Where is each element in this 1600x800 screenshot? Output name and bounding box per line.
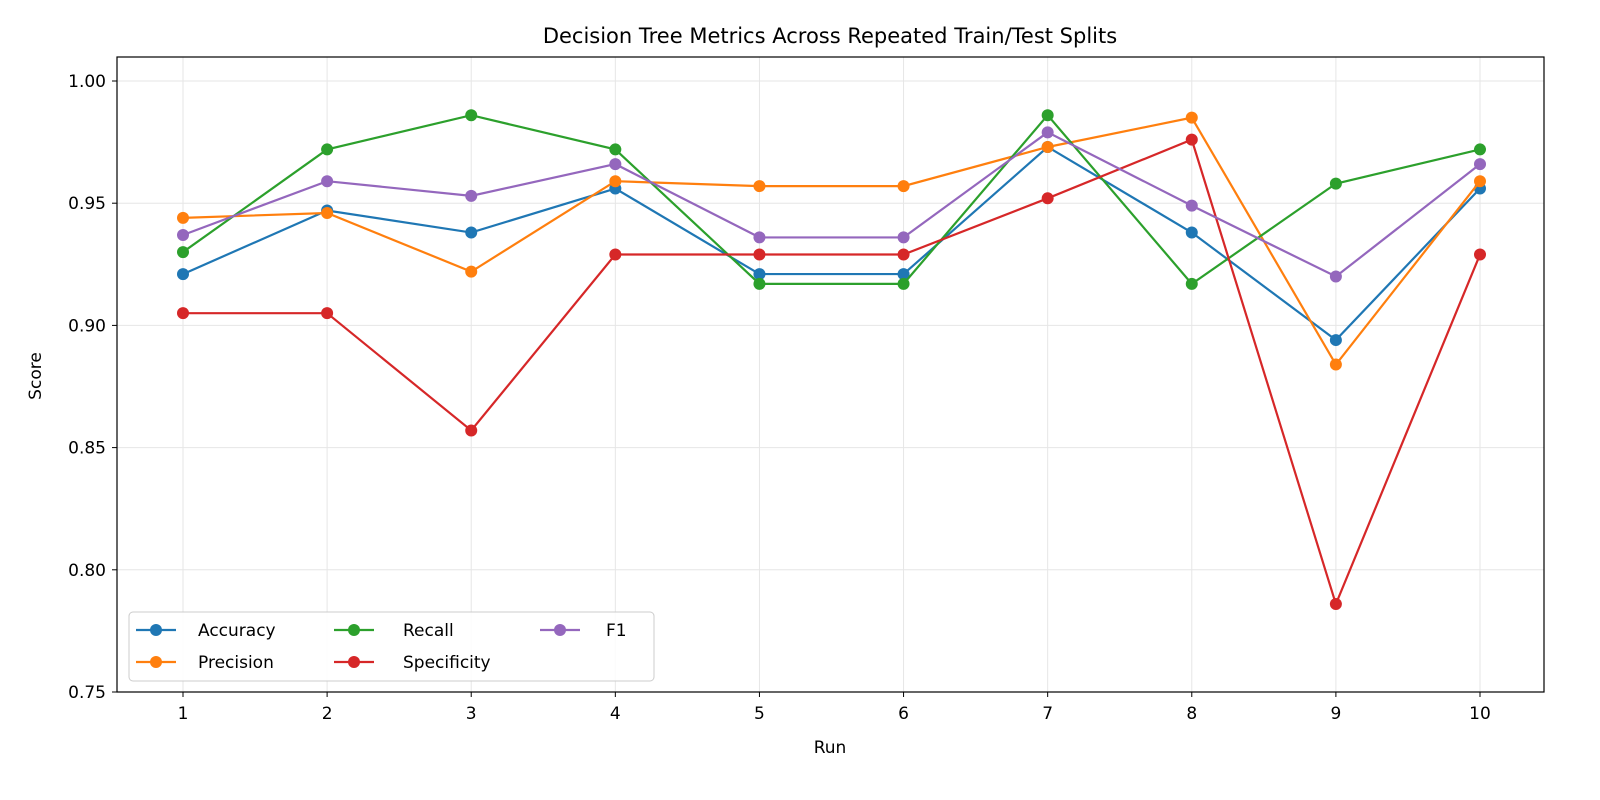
chart-title: Decision Tree Metrics Across Repeated Tr… — [543, 24, 1117, 48]
data-point-f1 — [897, 231, 910, 244]
series-group — [177, 109, 1486, 611]
data-point-accuracy — [753, 268, 766, 281]
x-tick-label: 7 — [1042, 704, 1053, 724]
legend-label: Accuracy — [198, 621, 276, 641]
data-point-precision — [1329, 358, 1342, 371]
x-tick-label: 8 — [1186, 704, 1197, 724]
legend-label: Precision — [198, 653, 274, 673]
data-point-precision — [609, 175, 622, 188]
legend-label: Specificity — [403, 653, 491, 673]
data-point-recall — [1185, 277, 1198, 290]
data-point-precision — [897, 180, 910, 193]
data-point-accuracy — [465, 226, 478, 239]
data-point-accuracy — [177, 268, 189, 281]
data-point-specificity — [609, 248, 622, 261]
x-tick-label: 6 — [898, 704, 909, 724]
series-line-f1 — [182, 131, 1481, 278]
series-line-recall — [182, 113, 1481, 286]
x-tick-label: 3 — [466, 704, 477, 724]
data-point-f1 — [1474, 158, 1486, 171]
legend: Accuracy Precision Recall Specificity F1 — [128, 611, 655, 682]
legend-marker — [150, 656, 162, 668]
series-line-precision — [182, 116, 1481, 367]
data-point-precision — [465, 265, 478, 278]
data-point-accuracy — [1185, 226, 1198, 239]
plot-frame — [116, 56, 1545, 693]
data-point-precision — [1041, 140, 1054, 153]
data-point-recall — [609, 143, 622, 156]
y-tick-label: 0.85 — [68, 439, 106, 459]
data-point-recall — [465, 109, 478, 122]
y-tick-label: 1.00 — [68, 72, 106, 92]
data-point-recall — [177, 246, 189, 259]
data-point-recall — [1474, 143, 1486, 156]
data-point-recall — [1329, 177, 1342, 190]
x-tick-label: 1 — [178, 704, 189, 724]
x-tick-label: 9 — [1330, 704, 1341, 724]
y-tick-label: 0.90 — [68, 316, 106, 336]
ticks: 1 2 3 4 5 6 7 8 9 10 0.75 0.80 0.85 0.90 0.95 1.00 — [68, 72, 1491, 724]
data-point-precision — [177, 211, 189, 224]
data-point-f1 — [321, 175, 334, 188]
data-point-precision — [321, 206, 334, 219]
data-point-specificity — [177, 307, 189, 320]
data-point-precision — [1474, 175, 1486, 188]
data-point-specificity — [1041, 192, 1054, 205]
data-point-precision — [1185, 111, 1198, 124]
data-point-f1 — [1041, 126, 1054, 139]
data-point-specificity — [1474, 248, 1486, 261]
x-tick-label: 5 — [754, 704, 765, 724]
data-point-f1 — [753, 231, 766, 244]
data-point-f1 — [465, 189, 478, 202]
series-line-accuracy — [182, 145, 1481, 342]
y-axis-label: Score — [26, 352, 46, 400]
data-point-specificity — [897, 248, 910, 261]
x-axis-label: Run — [814, 738, 847, 758]
data-point-specificity — [1329, 598, 1342, 611]
legend-marker — [348, 656, 360, 668]
data-point-recall — [897, 277, 910, 290]
data-point-recall — [753, 277, 766, 290]
data-point-recall — [1041, 109, 1054, 122]
legend-box — [128, 611, 655, 682]
legend-marker — [554, 624, 566, 636]
y-tick-label: 0.75 — [68, 683, 106, 703]
y-tick-label: 0.80 — [68, 561, 106, 581]
y-tick-label: 0.95 — [68, 194, 106, 214]
legend-label: Recall — [403, 621, 454, 641]
data-point-f1 — [1329, 270, 1342, 283]
legend-label: F1 — [606, 621, 627, 641]
data-point-precision — [753, 180, 766, 193]
data-point-f1 — [177, 228, 189, 241]
x-tick-label: 2 — [322, 704, 333, 724]
data-point-specificity — [465, 424, 478, 437]
data-point-recall — [321, 143, 334, 156]
data-point-accuracy — [1329, 334, 1342, 347]
data-point-accuracy — [897, 268, 910, 281]
data-point-f1 — [1185, 199, 1198, 212]
legend-marker — [150, 624, 162, 636]
data-point-specificity — [321, 307, 334, 320]
data-point-specificity — [1185, 133, 1198, 146]
x-tick-label: 10 — [1469, 704, 1491, 724]
legend-marker — [348, 624, 360, 636]
series-line-specificity — [183, 138, 1482, 608]
data-point-f1 — [609, 158, 622, 171]
data-point-specificity — [753, 248, 766, 261]
x-tick-label: 4 — [610, 704, 621, 724]
